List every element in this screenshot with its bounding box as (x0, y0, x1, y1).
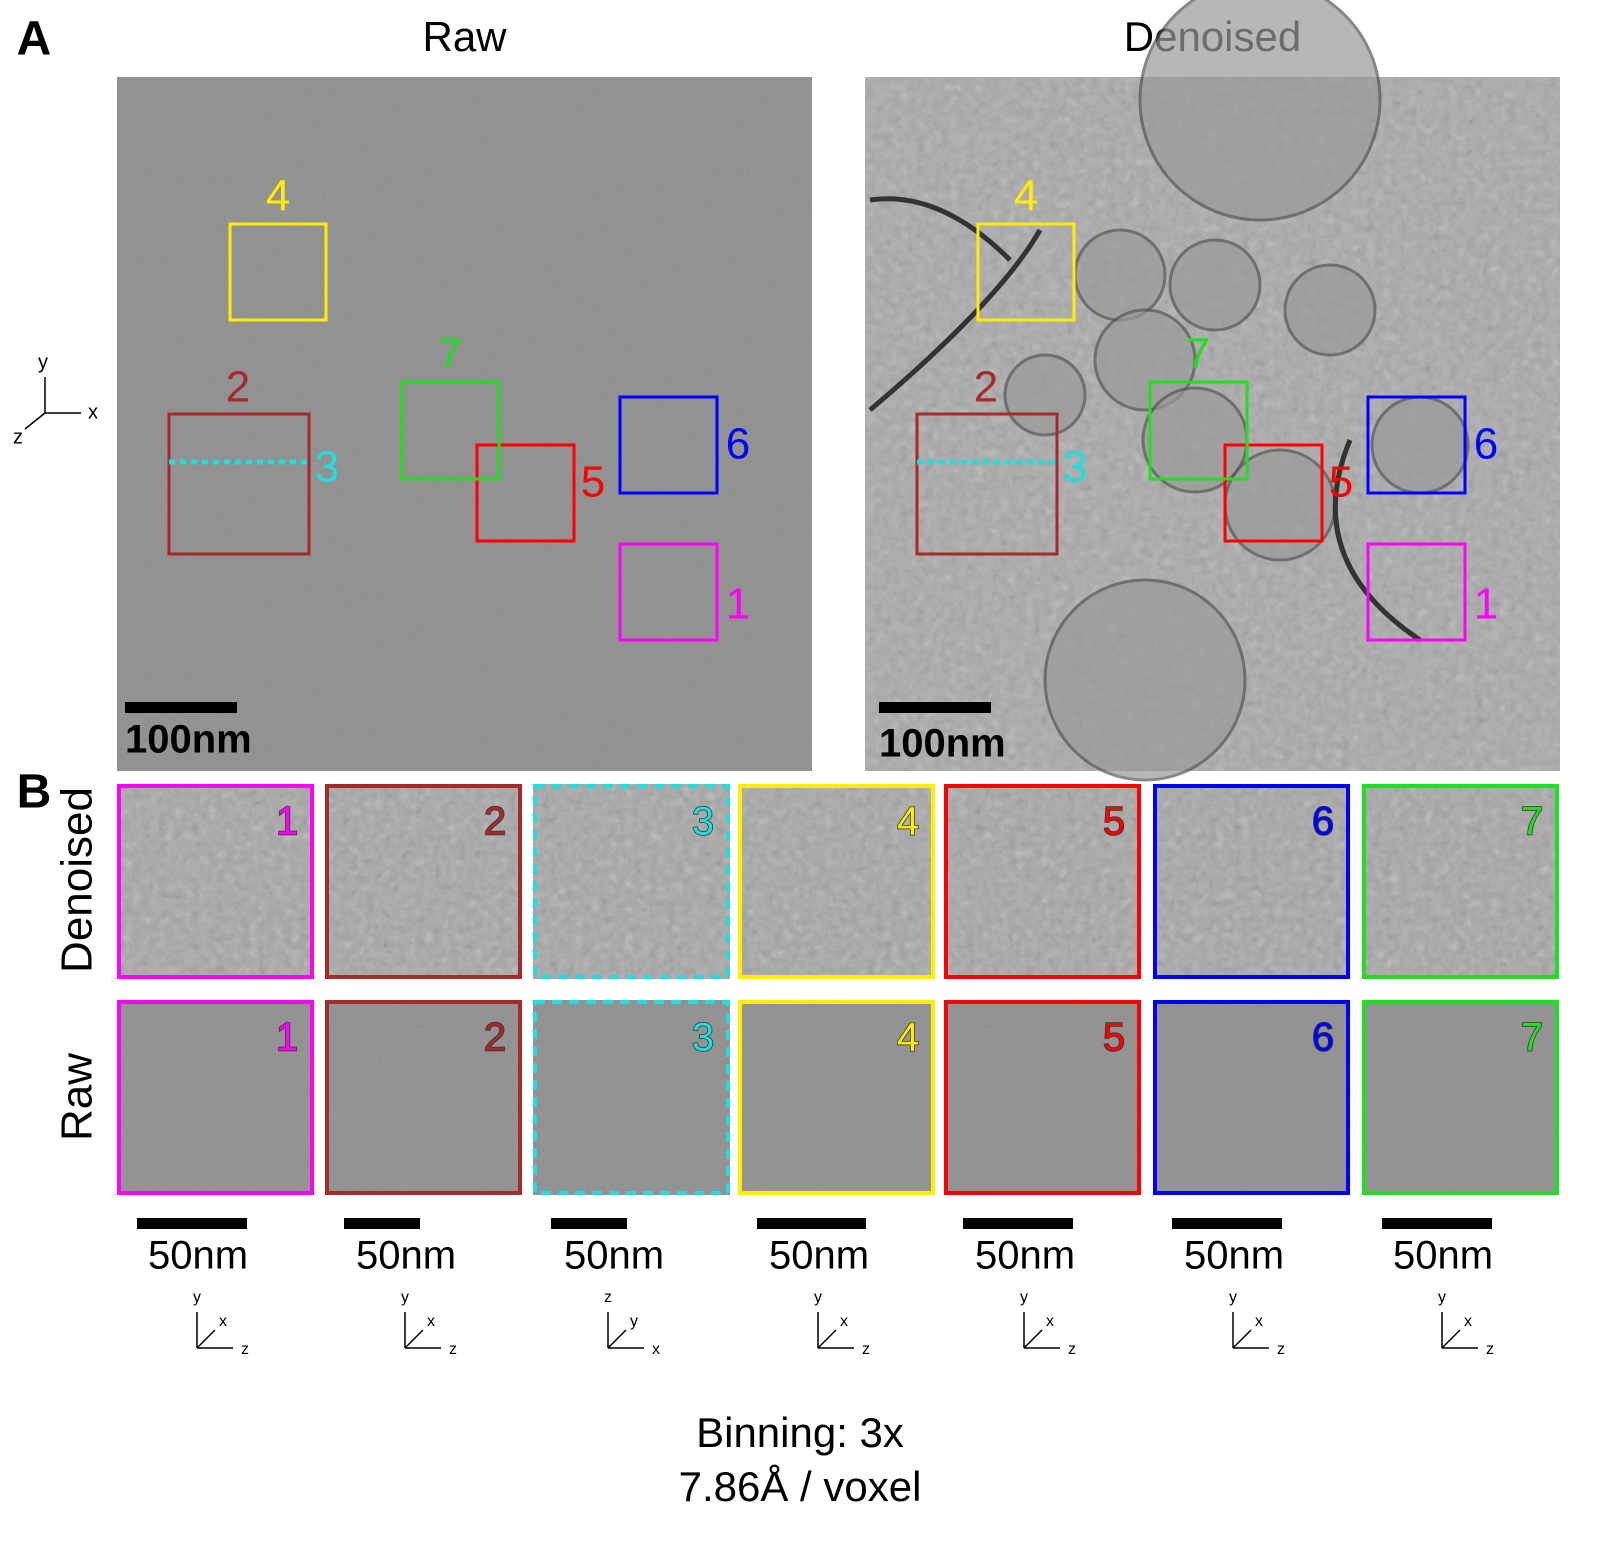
roi-label: 4 (266, 172, 290, 221)
axis-label: x (1464, 1313, 1472, 1330)
axis-label: y (1020, 1289, 1028, 1306)
axis-label: z (1277, 1341, 1285, 1358)
axis-label: y (630, 1313, 638, 1330)
axis-label: x (840, 1313, 848, 1330)
axis-label: z (1486, 1341, 1494, 1358)
roi-label: 4 (1014, 172, 1038, 221)
crop-label: 3 (692, 1016, 714, 1060)
scale-label: 50nm (148, 1234, 248, 1278)
scale-bar (125, 702, 237, 713)
axis-label: x (1046, 1313, 1054, 1330)
image-texture (117, 77, 812, 771)
scale-bar (963, 1218, 1073, 1229)
vesicle (1225, 450, 1335, 560)
crop-label: 1 (276, 1016, 298, 1060)
crop-label: 5 (1103, 1016, 1125, 1060)
roi-label: 2 (974, 363, 998, 412)
axis-line (25, 413, 45, 429)
scale-label: 50nm (356, 1234, 456, 1278)
crop-label: 7 (1521, 800, 1543, 844)
vesicle (1285, 265, 1375, 355)
roi-label: 1 (726, 580, 750, 629)
scale-label: 50nm (1393, 1234, 1493, 1278)
axis-line (818, 1330, 836, 1348)
axis-line (405, 1330, 423, 1348)
image-title: Raw (422, 13, 507, 60)
axis-label: x (652, 1341, 660, 1358)
axis-line (197, 1330, 215, 1348)
axis-label: z (604, 1289, 612, 1306)
roi-label: 2 (226, 363, 250, 412)
axis-label: y (401, 1289, 409, 1306)
scale-label: 100nm (879, 722, 1006, 766)
vesicle (1140, 0, 1380, 220)
axis-label: z (241, 1341, 249, 1358)
scale-bar (137, 1218, 247, 1229)
axis-label: z (1068, 1341, 1076, 1358)
panel-label: A (17, 13, 52, 66)
crop-label: 2 (484, 1016, 506, 1060)
crop-label: 4 (897, 1016, 919, 1060)
crop-label: 7 (1521, 1016, 1543, 1060)
roi-label: 6 (1474, 420, 1498, 469)
axis-label: x (219, 1313, 227, 1330)
axis-label: x (88, 401, 98, 423)
vesicle (1372, 397, 1468, 493)
axis-label: y (814, 1289, 822, 1306)
roi-label: 6 (726, 420, 750, 469)
axis-label: z (862, 1341, 870, 1358)
vesicle (1170, 240, 1260, 330)
crop-label: 6 (1312, 1016, 1334, 1060)
vesicle (1005, 355, 1085, 435)
roi-label: 1 (1474, 580, 1498, 629)
figure: A B Binning: 3x 7.86Å / voxel yxzRaw1234… (0, 0, 1601, 1541)
crop-label: 3 (692, 800, 714, 844)
crop-label: 2 (484, 800, 506, 844)
scale-label: 50nm (769, 1234, 869, 1278)
roi-label: 3 (315, 443, 339, 492)
roi-label: 5 (581, 458, 605, 507)
roi-label: 7 (438, 330, 462, 379)
roi-label: 3 (1063, 443, 1087, 492)
axis-line (1024, 1330, 1042, 1348)
footer-voxel: 7.86Å / voxel (679, 1463, 922, 1510)
roi-label: 7 (1186, 330, 1210, 379)
scale-bar (551, 1218, 627, 1229)
crop-label: 6 (1312, 800, 1334, 844)
scale-label: 50nm (1184, 1234, 1284, 1278)
axis-line (1233, 1330, 1251, 1348)
axis-line (608, 1330, 626, 1348)
axis-line (1442, 1330, 1460, 1348)
scale-bar (879, 702, 991, 713)
crop-label: 5 (1103, 800, 1125, 844)
row-label: Raw (53, 1053, 102, 1141)
axis-label: y (1229, 1289, 1237, 1306)
crop-label: 1 (276, 800, 298, 844)
axis-label: z (13, 426, 23, 448)
axis-label: y (1438, 1289, 1446, 1306)
footer-binning: Binning: 3x (696, 1409, 904, 1456)
scale-label: 50nm (975, 1234, 1075, 1278)
scale-bar (1382, 1218, 1492, 1229)
axis-label: y (193, 1289, 201, 1306)
vesicle (1075, 230, 1165, 320)
row-label: Denoised (53, 787, 102, 973)
scale-bar (1172, 1218, 1282, 1229)
scale-label: 100nm (125, 718, 252, 762)
panel-label: B (17, 766, 52, 819)
crop-label: 4 (897, 800, 919, 844)
roi-label: 5 (1329, 458, 1353, 507)
scale-bar (344, 1218, 420, 1229)
vesicle (1045, 580, 1245, 780)
scale-label: 50nm (564, 1234, 664, 1278)
axis-label: z (449, 1341, 457, 1358)
axis-label: x (427, 1313, 435, 1330)
axis-label: y (38, 351, 48, 373)
scale-bar (757, 1218, 866, 1229)
axis-label: x (1255, 1313, 1263, 1330)
